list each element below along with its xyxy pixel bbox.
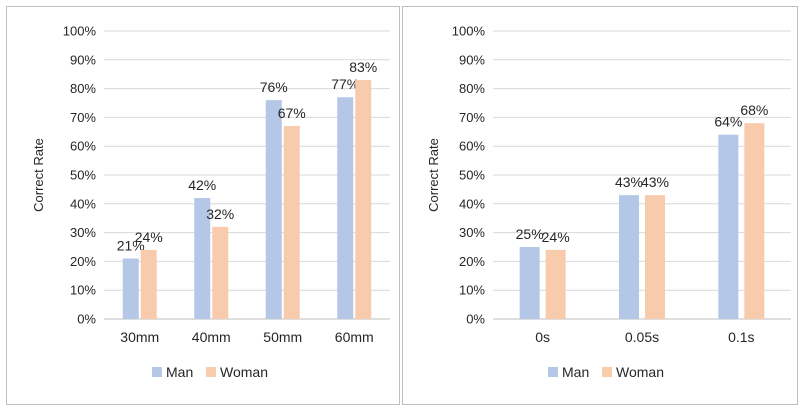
y-tick-label: 40% [70, 196, 96, 211]
y-tick-label: 0% [77, 312, 96, 327]
legend-swatch-woman [206, 367, 216, 377]
bar-man-30mm [122, 258, 139, 319]
bar-man-50mm [265, 100, 282, 320]
legend-swatch-man [152, 367, 162, 377]
data-label: 43% [615, 174, 643, 190]
y-axis-label: Correct Rate [31, 138, 46, 212]
data-label: 83% [349, 59, 377, 75]
y-tick-label: 50% [70, 168, 96, 183]
bar-chart-left: 0% 10% 20% 30% 40% 50% 60% 70% 80% 90% 100% Correct… [31, 24, 390, 380]
data-label: 25% [516, 226, 544, 242]
data-label: 24% [135, 229, 163, 245]
legend-label-woman: Woman [616, 364, 664, 380]
y-tick-label: 90% [70, 52, 96, 67]
bar-woman-60mm [355, 79, 372, 320]
data-label: 43% [641, 174, 669, 190]
bar-woman-40mm [212, 226, 229, 319]
x-category-label: 0.1s [728, 329, 754, 345]
data-label: 64% [714, 114, 742, 130]
data-label: 32% [206, 206, 234, 222]
legend-label-man: Man [166, 364, 193, 380]
bar-man-0.1s [718, 134, 739, 319]
bar-man-0s [519, 247, 540, 319]
legend-swatch-man [548, 367, 558, 377]
y-tick-label: 80% [70, 81, 96, 96]
bar-man-60mm [337, 97, 354, 320]
bar-woman-30mm [140, 249, 157, 319]
y-tick-label: 100% [452, 24, 486, 39]
y-tick-label: 30% [70, 225, 96, 240]
legend-label-woman: Woman [220, 364, 268, 380]
y-tick-label: 40% [459, 196, 485, 211]
bar-man-40mm [194, 198, 211, 319]
data-label: 77% [331, 76, 359, 92]
y-tick-label: 70% [70, 110, 96, 125]
data-label: 21% [117, 238, 145, 254]
y-tick-label: 10% [459, 283, 485, 298]
data-label: 24% [542, 229, 570, 245]
x-category-label: 40mm [192, 329, 231, 345]
y-tick-label: 10% [70, 283, 96, 298]
y-tick-label: 50% [459, 168, 485, 183]
data-label: 67% [278, 105, 306, 121]
x-category-label: 60mm [335, 329, 374, 345]
bar-woman-0.05s [645, 195, 665, 319]
x-category-label: 50mm [263, 329, 302, 345]
bar-chart-right: 0% 10% 20% 30% 40% 50% 60% 70% 80% 90% 100% Correct… [426, 24, 791, 380]
chart-panel-left: 0% 10% 20% 30% 40% 50% 60% 70% 80% 90% 100% Correct… [6, 6, 400, 405]
y-tick-label: 20% [70, 254, 96, 269]
bar-woman-0.1s [744, 123, 765, 319]
chart-panel-right: 0% 10% 20% 30% 40% 50% 60% 70% 80% 90% 100% Correct… [402, 6, 798, 405]
y-axis-label: Correct Rate [426, 138, 441, 212]
data-label: 76% [260, 79, 288, 95]
x-category-label: 0.05s [625, 329, 659, 345]
bar-woman-50mm [283, 126, 300, 319]
y-tick-label: 20% [459, 254, 485, 269]
x-category-label: 0s [535, 329, 550, 345]
y-tick-label: 100% [63, 24, 97, 39]
y-tick-label: 70% [459, 110, 485, 125]
legend-label-man: Man [562, 364, 589, 380]
y-tick-label: 0% [466, 312, 485, 327]
data-label: 42% [188, 177, 216, 193]
legend-swatch-woman [602, 367, 612, 377]
data-label: 68% [740, 102, 768, 118]
bar-man-0.05s [619, 195, 639, 319]
bar-woman-0s [545, 249, 566, 319]
y-tick-label: 80% [459, 81, 485, 96]
y-tick-label: 90% [459, 52, 485, 67]
y-tick-label: 30% [459, 225, 485, 240]
x-category-label: 30mm [120, 329, 159, 345]
y-tick-label: 60% [459, 139, 485, 154]
y-tick-label: 60% [70, 139, 96, 154]
